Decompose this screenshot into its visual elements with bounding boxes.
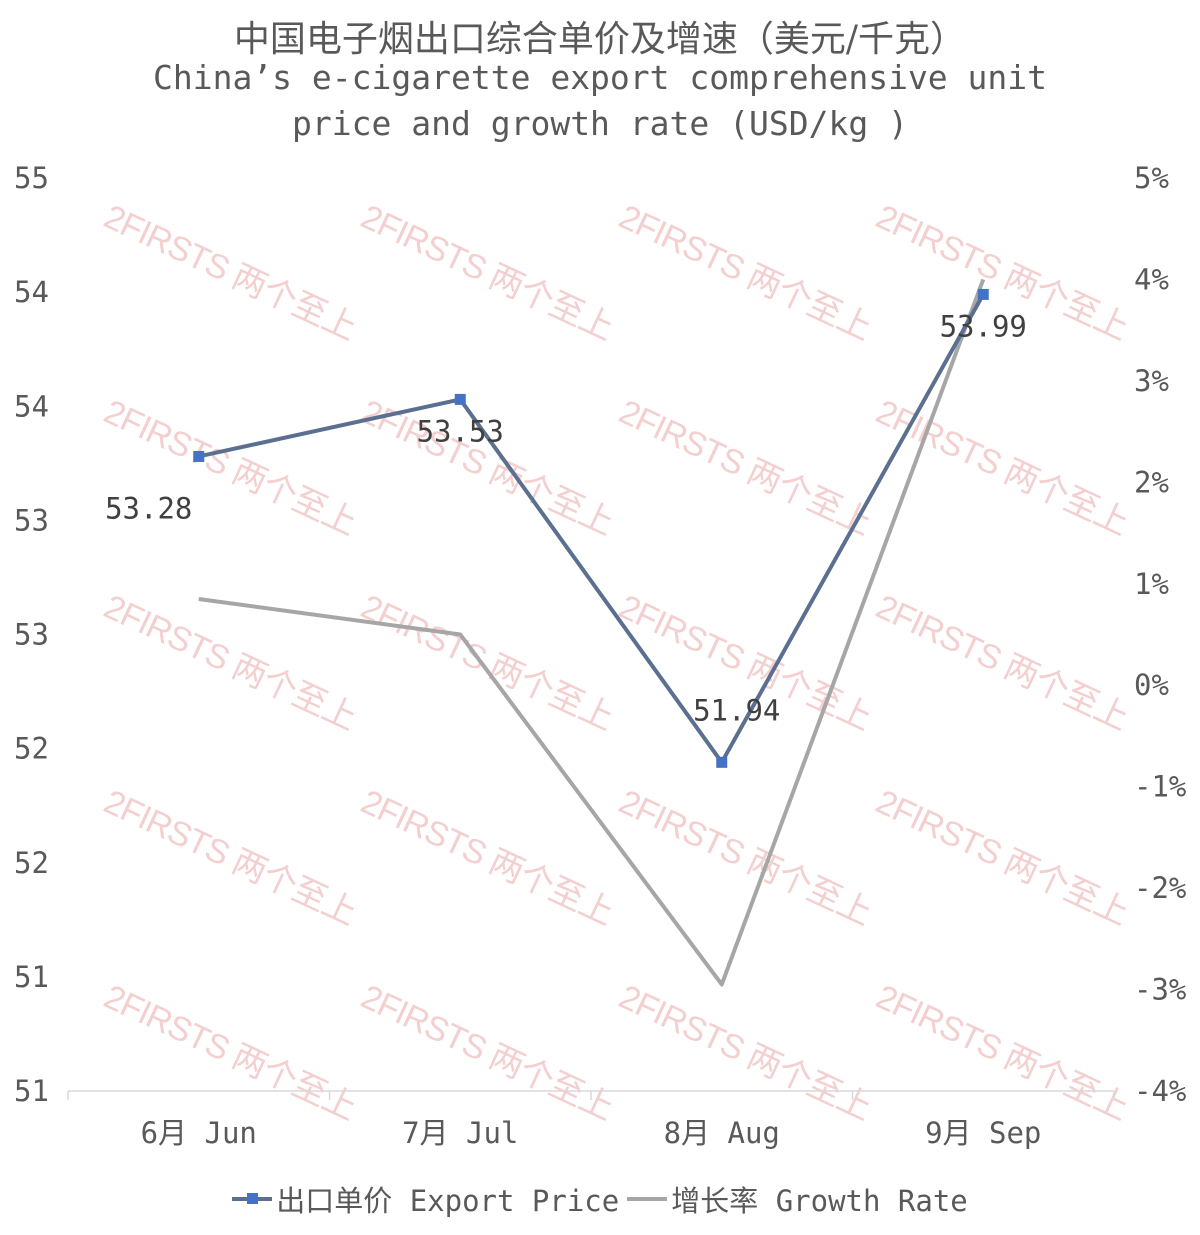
y-left-tick-label: 55 <box>14 161 49 195</box>
y-left-tick-label: 51 <box>14 960 49 994</box>
export-price-data-label: 53.53 <box>417 414 504 448</box>
export-price-data-label: 53.99 <box>940 309 1027 343</box>
x-tick-label: 7月 Jul <box>402 1116 518 1150</box>
y-right-tick-label: 0% <box>1134 668 1169 702</box>
y-left-tick-label: 53 <box>14 503 49 537</box>
y-left-tick-label: 51 <box>14 1074 49 1108</box>
y-right-tick-label: -1% <box>1134 770 1186 804</box>
legend-label-export-price: 出口单价 Export Price <box>276 1184 620 1218</box>
legend-swatch-growth-rate <box>627 1197 668 1201</box>
y-right-tick-label: 4% <box>1134 262 1169 296</box>
chart-title-zh: 中国电子烟出口综合单价及增速（美元/千克） <box>233 19 967 60</box>
chart-title-en-line1: China’s e-cigarette export comprehensive… <box>152 58 1048 97</box>
export-price-data-label: 53.28 <box>105 491 192 525</box>
growth-rate-line <box>198 278 986 987</box>
y-right-tick-label: -4% <box>1134 1074 1186 1108</box>
export-price-marker <box>193 450 205 462</box>
legend-item-growth-rate: 增长率 Growth Rate <box>627 1178 968 1220</box>
y-right-tick-label: -2% <box>1134 871 1186 905</box>
legend-label-growth-rate: 增长率 Growth Rate <box>671 1184 968 1218</box>
x-tick-label: 9月 Sep <box>925 1116 1041 1150</box>
legend-item-export-price: 出口单价 Export Price <box>232 1178 619 1220</box>
legend-swatch-export-price <box>232 1193 273 1204</box>
export-price-data-label: 51.94 <box>693 693 780 727</box>
export-price-line <box>198 293 985 765</box>
y-right-tick-label: 5% <box>1134 161 1169 195</box>
export-price-marker <box>716 756 728 768</box>
y-left-tick-label: 52 <box>14 732 49 766</box>
chart-legend: 出口单价 Export Price 增长率 Growth Rate <box>0 1178 1200 1220</box>
y-right-tick-label: 1% <box>1134 567 1169 601</box>
export-price-marker <box>454 393 466 405</box>
y-left-tick-label: 54 <box>14 275 49 309</box>
export-price-marker <box>977 288 989 300</box>
y-left-tick-label: 54 <box>14 389 49 423</box>
y-right-tick-label: 2% <box>1134 465 1169 499</box>
y-right-tick-label: 3% <box>1134 364 1169 398</box>
y-left-tick-label: 52 <box>14 846 49 880</box>
y-left-tick-label: 53 <box>14 618 49 652</box>
x-tick-label: 6月 Jun <box>141 1116 257 1150</box>
legend-marker-icon <box>247 1193 259 1204</box>
x-tick-label: 8月 Aug <box>664 1116 780 1150</box>
chart-title-en-line2: price and growth rate (USD/kg ) <box>292 104 908 143</box>
y-right-tick-label: -3% <box>1134 973 1186 1007</box>
